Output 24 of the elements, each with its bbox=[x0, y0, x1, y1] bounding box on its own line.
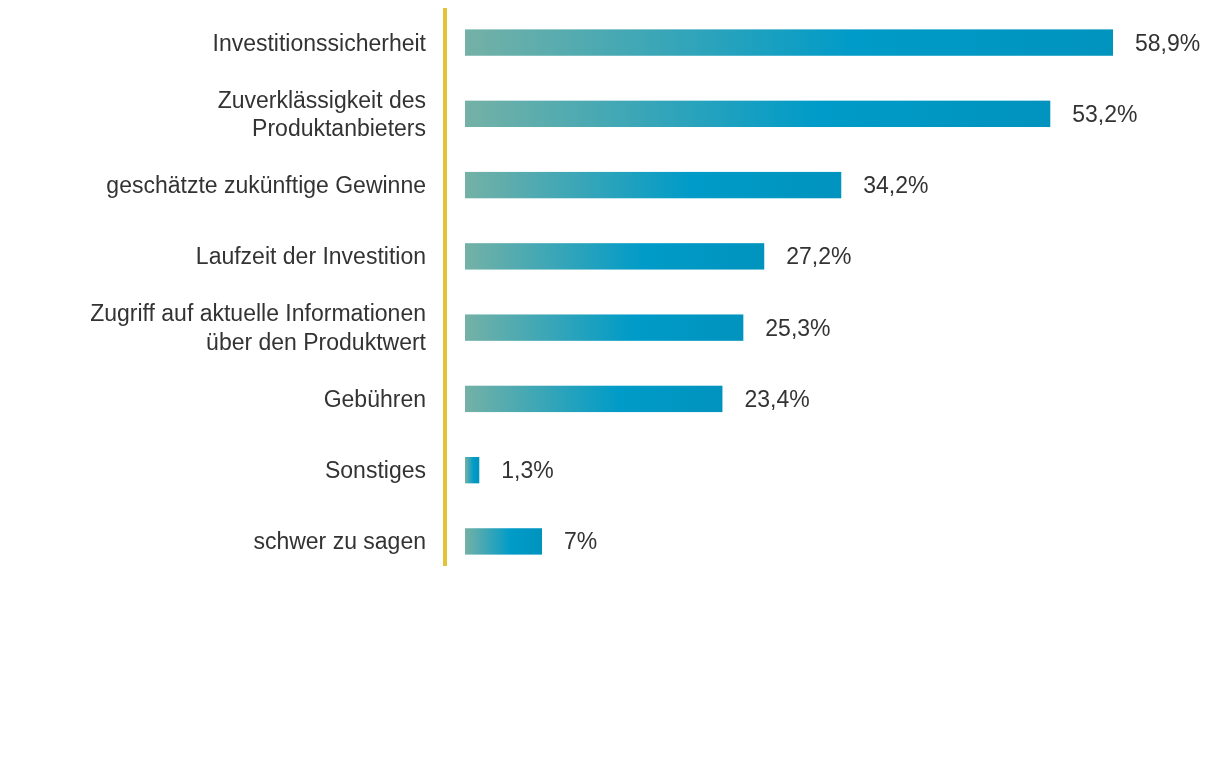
y-tick-label: Zugriff auf aktuelle Informationen über den Produktwert bbox=[90, 300, 427, 356]
bar bbox=[465, 243, 765, 270]
bar bbox=[465, 528, 543, 555]
data-label: 7% bbox=[564, 528, 598, 555]
data-label: 1,3% bbox=[501, 457, 554, 484]
data-label: 58,9% bbox=[1135, 29, 1201, 56]
bar bbox=[465, 456, 480, 484]
bar bbox=[465, 29, 1113, 56]
y-tick-label: Laufzeit der Investition bbox=[195, 243, 426, 270]
bar bbox=[465, 314, 744, 341]
bar bbox=[465, 385, 723, 413]
data-label: 23,4% bbox=[744, 385, 810, 412]
data-label: 34,2% bbox=[863, 172, 929, 199]
data-label: 27,2% bbox=[786, 243, 852, 270]
bar bbox=[465, 100, 1051, 128]
data-label: 53,2% bbox=[1072, 100, 1138, 127]
y-tick-label: geschätzte zukünftige Gewinne bbox=[106, 172, 426, 199]
y-tick-label: Gebühren bbox=[323, 385, 426, 412]
y-tick-label: Zuverklässigkeit des Produktanbieters bbox=[217, 86, 426, 142]
data-label: 25,3% bbox=[765, 314, 831, 341]
bar bbox=[465, 171, 842, 199]
y-tick-label: Sonstiges bbox=[324, 457, 426, 484]
y-tick-label: schwer zu sagen bbox=[253, 528, 426, 555]
y-tick-label: Investitionssicherheit bbox=[212, 29, 427, 56]
